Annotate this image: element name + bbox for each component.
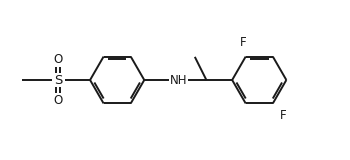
Text: NH: NH: [169, 73, 187, 87]
Text: O: O: [54, 94, 63, 107]
Text: F: F: [280, 109, 287, 122]
Text: S: S: [54, 73, 63, 87]
Text: F: F: [240, 36, 246, 49]
Text: O: O: [54, 53, 63, 66]
